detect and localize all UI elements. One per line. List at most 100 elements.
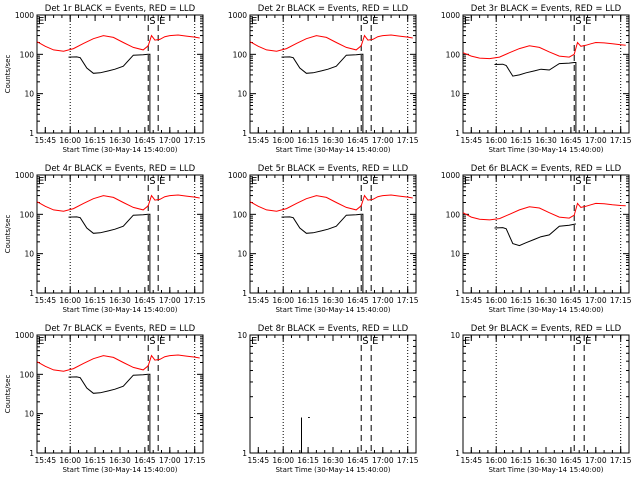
panel-title: Det 1r BLACK = Events, RED = LLD	[45, 4, 196, 14]
y-tick-label: 1	[242, 129, 247, 138]
axes-frame	[249, 174, 417, 294]
x-tick-label: 16:30	[109, 136, 131, 145]
x-tick-label: 17:15	[184, 136, 206, 145]
x-tick-label: 16:30	[535, 296, 557, 305]
x-axis-label: Start Time (30-May-14 15:40:00)	[275, 466, 390, 474]
x-tick-label: 16:30	[535, 136, 557, 145]
axes-frame	[249, 14, 417, 134]
y-tick-label: 100	[20, 370, 35, 379]
x-tick-label: 15:45	[34, 296, 56, 305]
time-marker-label: E	[38, 336, 44, 347]
y-axis-label: Counts/sec	[4, 215, 12, 254]
series-line-events	[494, 223, 576, 247]
panel-det-3: Det 3r BLACK = Events, RED = LLD 1 10 100 10…	[441, 4, 632, 154]
x-tick-label: 17:15	[397, 296, 419, 305]
series-line-lld	[462, 202, 626, 221]
x-tick-label: 15:45	[247, 296, 269, 305]
x-tick-label: 17:15	[397, 456, 419, 465]
panel-title: Det 3r BLACK = Events, RED = LLD	[471, 4, 622, 14]
time-marker-label: S	[362, 16, 368, 27]
x-tick-label: 17:00	[585, 296, 607, 305]
y-tick-label: 1	[29, 289, 34, 298]
x-tick-label: 16:45	[347, 456, 369, 465]
axes-frame	[462, 14, 630, 134]
x-tick-label: 16:00	[485, 296, 507, 305]
time-marker-label: E	[464, 176, 470, 187]
time-marker-label: E	[464, 336, 470, 347]
y-tick-label: 100	[446, 50, 461, 59]
y-tick-label: 10	[450, 90, 460, 99]
series-line-events	[68, 53, 151, 133]
time-marker-label: E	[159, 16, 165, 27]
x-tick-label: 16:45	[347, 136, 369, 145]
x-tick-label: 16:15	[297, 136, 319, 145]
series-line-events	[281, 53, 364, 133]
x-tick-label: 15:45	[247, 456, 269, 465]
panel-det-6: Det 6r BLACK = Events, RED = LLD 1 10 100 10…	[441, 164, 632, 314]
series-line-events	[281, 213, 364, 293]
x-tick-label: 16:45	[347, 296, 369, 305]
time-marker-label: S	[575, 16, 581, 27]
x-tick-label: 16:45	[134, 296, 156, 305]
x-tick-label: 16:15	[510, 456, 532, 465]
time-marker-label: S	[362, 176, 368, 187]
time-marker-label: E	[372, 336, 378, 347]
time-marker-label: S	[575, 176, 581, 187]
x-axis-label: Start Time (30-May-14 15:40:00)	[62, 466, 177, 474]
time-marker-label: E	[372, 16, 378, 27]
panel-det-1: Det 1r BLACK = Events, RED = LLD 1 10 100 10…	[4, 4, 206, 154]
x-tick-label: 16:00	[59, 136, 81, 145]
y-tick-label: 10	[237, 331, 247, 340]
y-tick-label: 1000	[228, 171, 247, 180]
x-tick-label: 16:15	[84, 136, 106, 145]
x-tick-label: 16:00	[485, 456, 507, 465]
panel-det-9: Det 9r BLACK = Events, RED = LLD 1 10 15:45…	[450, 324, 631, 474]
series-line-lld	[36, 34, 200, 52]
panel-title: Det 5r BLACK = Events, RED = LLD	[258, 164, 409, 174]
axes-frame	[249, 334, 417, 454]
x-tick-label: 16:15	[297, 296, 319, 305]
panel-det-8: Det 8r BLACK = Events, RED = LLD 1 10 15:45…	[237, 324, 418, 474]
x-axis-label: Start Time (30-May-14 15:40:00)	[488, 306, 603, 314]
panel-title: Det 2r BLACK = Events, RED = LLD	[258, 4, 409, 14]
y-tick-label: 10	[24, 90, 34, 99]
y-tick-label: 100	[20, 50, 35, 59]
y-tick-label: 100	[20, 210, 35, 219]
time-marker-label: S	[362, 336, 368, 347]
panel-det-7: Det 7r BLACK = Events, RED = LLD 1 10 100 10…	[4, 324, 206, 474]
y-tick-label: 100	[233, 50, 248, 59]
series-line-lld	[462, 41, 626, 60]
x-tick-label: 16:00	[485, 136, 507, 145]
axes-frame	[36, 174, 204, 294]
y-tick-label: 1	[242, 449, 247, 458]
series-line-lld	[36, 194, 200, 212]
y-tick-label: 1000	[441, 171, 460, 180]
x-tick-label: 17:00	[372, 296, 394, 305]
x-tick-label: 16:15	[84, 296, 106, 305]
x-tick-label: 16:30	[322, 136, 344, 145]
x-tick-label: 17:15	[397, 136, 419, 145]
x-tick-label: 17:00	[372, 136, 394, 145]
y-tick-label: 10	[24, 410, 34, 419]
time-marker-label: E	[159, 336, 165, 347]
y-tick-label: 1000	[441, 11, 460, 20]
series-line-lld	[249, 194, 413, 212]
y-tick-label: 1000	[15, 11, 34, 20]
x-tick-label: 17:00	[159, 136, 181, 145]
time-marker-label: E	[38, 16, 44, 27]
time-marker-label: E	[251, 176, 257, 187]
series-line-lld	[249, 34, 413, 52]
y-tick-label: 1000	[15, 331, 34, 340]
panel-det-4: Det 4r BLACK = Events, RED = LLD 1 10 100 10…	[4, 164, 206, 314]
time-marker-label: E	[38, 176, 44, 187]
time-marker-label: S	[149, 336, 155, 347]
x-axis-label: Start Time (30-May-14 15:40:00)	[275, 146, 390, 154]
x-tick-label: 17:15	[610, 136, 632, 145]
time-marker-label: E	[251, 336, 257, 347]
time-marker-label: S	[149, 16, 155, 27]
y-tick-label: 1	[242, 289, 247, 298]
x-axis-label: Start Time (30-May-14 15:40:00)	[62, 306, 177, 314]
y-tick-label: 10	[237, 250, 247, 259]
x-tick-label: 16:15	[510, 136, 532, 145]
